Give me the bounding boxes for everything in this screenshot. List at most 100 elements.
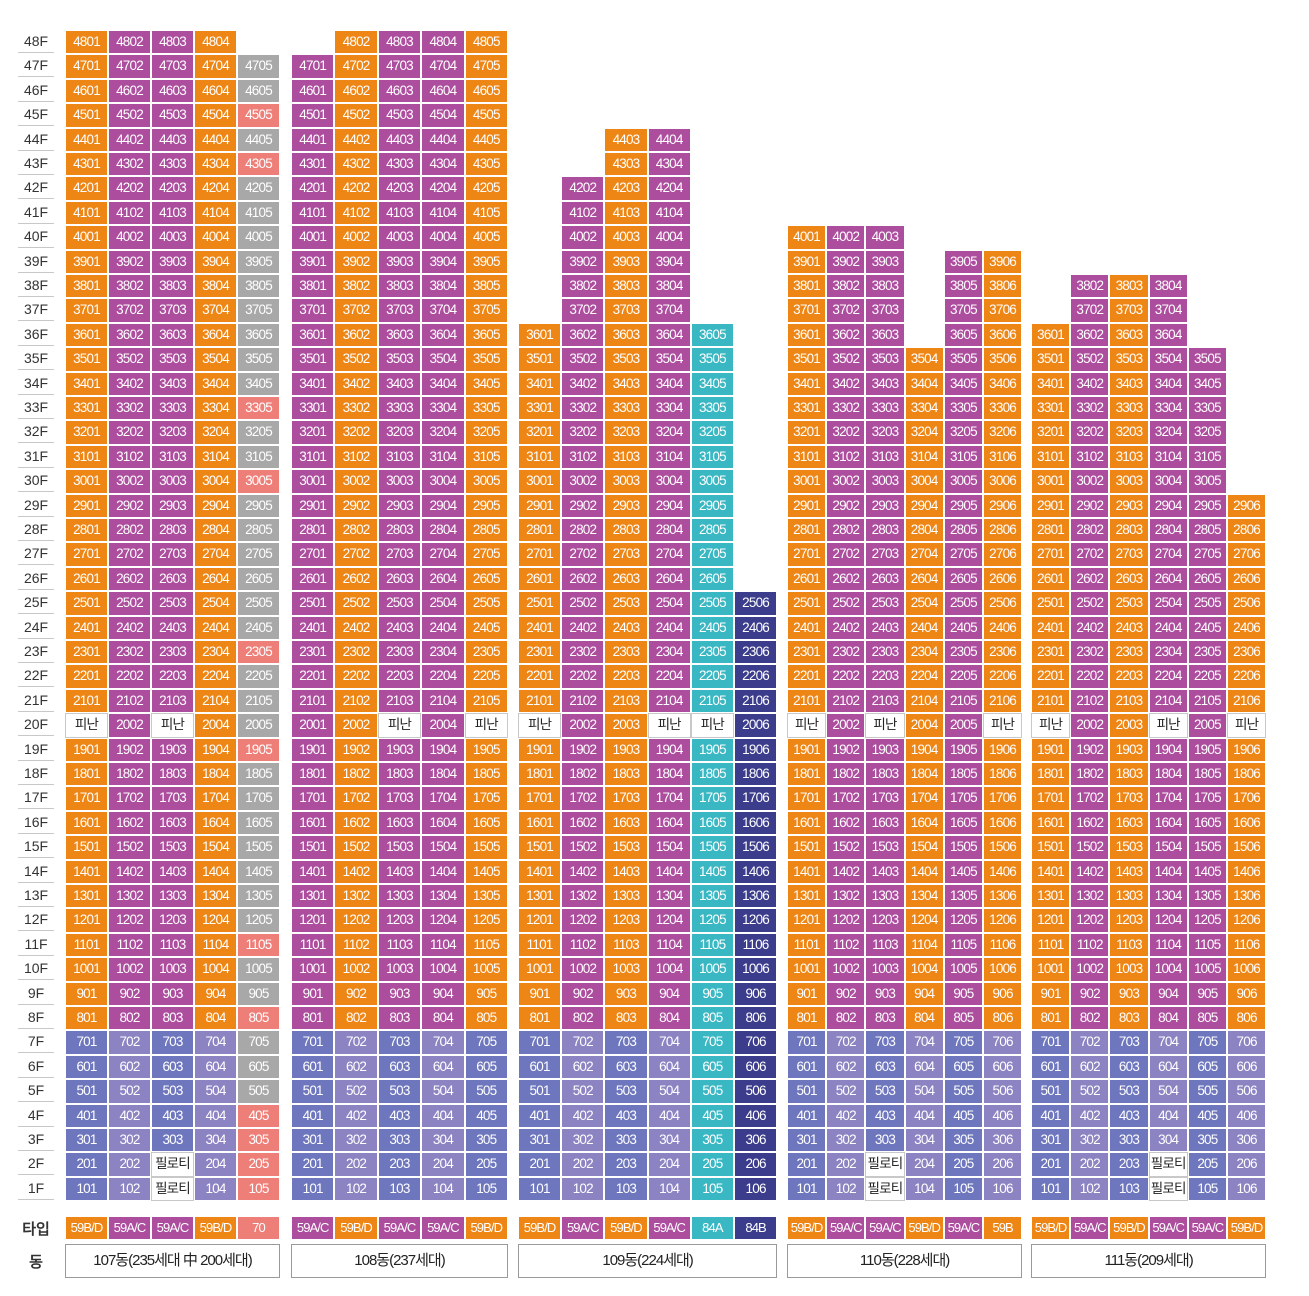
unit-cell: 1402: [334, 859, 378, 884]
unit-cell: 205: [690, 1152, 734, 1177]
unit-cell: 1706: [1227, 786, 1267, 811]
unit-cell: 4104: [421, 200, 465, 226]
unit-cell: 1704: [421, 786, 465, 811]
unit-cell: 2604: [647, 566, 691, 592]
unit-type-cell: 59A/C: [291, 1216, 335, 1240]
unit-cell: 3602: [561, 322, 605, 348]
unit-cell: 2502: [334, 591, 378, 616]
unit-cell: 3105: [1187, 444, 1227, 470]
unit-cell: 2903: [1109, 493, 1149, 518]
unit-cell: 4304: [421, 152, 465, 177]
unit-cell: 1805: [237, 762, 280, 787]
unit-cell: 902: [826, 981, 866, 1006]
unit-cell: 505: [943, 1079, 983, 1104]
floor-label: 48F: [18, 30, 54, 53]
unit-cell: 3902: [826, 249, 866, 274]
unit-cell: 1403: [604, 859, 648, 884]
unit-cell: 1706: [734, 786, 778, 811]
floor-label: 3F: [18, 1128, 54, 1151]
unit-cell: 1002: [826, 957, 866, 982]
unit-cell: 1701: [291, 786, 335, 811]
unit-cell: 3702: [334, 298, 378, 323]
unit-cell: 1304: [421, 884, 465, 909]
unit-cell: 3304: [904, 396, 944, 421]
unit-cell: 2305: [1187, 640, 1227, 665]
unit-cell: 1403: [377, 859, 422, 884]
unit-cell: 305: [464, 1128, 508, 1153]
unit-cell: 405: [237, 1103, 280, 1128]
unit-cell: 3401: [291, 371, 335, 396]
unit-cell: 602: [561, 1054, 605, 1080]
unit-cell: 3305: [464, 396, 508, 421]
unit-cell: 1803: [865, 762, 905, 787]
unit-cell: 1502: [561, 835, 605, 860]
unit-cell: 2602: [561, 566, 605, 592]
unit-cell: 2803: [865, 518, 905, 543]
unit-cell: 606: [1227, 1054, 1267, 1080]
unit-cell: 4103: [377, 200, 422, 226]
unit-cell: 1004: [1148, 957, 1188, 982]
unit-cell: 1201: [291, 908, 335, 933]
floor-label: 42F: [18, 176, 54, 200]
unit-cell: 2705: [690, 542, 734, 567]
unit-cell: 1504: [421, 835, 465, 860]
unit-cell: 3203: [377, 420, 422, 445]
unit-cell: 2404: [1148, 615, 1188, 640]
unit-cell: 2301: [518, 640, 562, 665]
unit-cell: 2203: [377, 664, 422, 689]
unit-cell: 1506: [734, 835, 778, 860]
unit-cell: 4604: [194, 78, 237, 104]
unit-cell: 1702: [1070, 786, 1110, 811]
unit-cell: 3305: [943, 396, 983, 421]
unit-cell: 1902: [561, 737, 605, 762]
unit-cell: 203: [377, 1152, 422, 1177]
unit-cell: 3305: [1187, 396, 1227, 421]
unit-cell: 3703: [865, 298, 905, 323]
unit-cell: 4005: [237, 225, 280, 250]
unit-cell: 705: [237, 1030, 280, 1055]
unit-cell: 3204: [421, 420, 465, 445]
unit-cell: 105: [237, 1176, 280, 1202]
unit-cell: 2604: [421, 566, 465, 592]
unit-cell: 1202: [108, 908, 151, 933]
unit-cell: 1303: [865, 884, 905, 909]
piloti-cell: 필로티: [865, 1152, 905, 1177]
unit-cell: 404: [1148, 1103, 1188, 1128]
unit-cell: 1104: [904, 932, 944, 958]
unit-cell: 701: [291, 1030, 335, 1055]
unit-cell: 3001: [291, 469, 335, 494]
unit-cell: 1702: [561, 786, 605, 811]
unit-cell: 3301: [65, 396, 108, 421]
unit-cell: 106: [983, 1176, 1023, 1202]
unit-cell: 3802: [826, 274, 866, 299]
unit-cell: 3705: [943, 298, 983, 323]
unit-cell: 2403: [865, 615, 905, 640]
unit-cell: 1705: [1187, 786, 1227, 811]
unit-cell: 1205: [943, 908, 983, 933]
unit-cell: 1903: [604, 737, 648, 762]
unit-cell: 2701: [787, 542, 827, 567]
unit-cell: 4704: [194, 54, 237, 79]
unit-cell: 2802: [561, 518, 605, 543]
floor-label: 13F: [18, 884, 54, 907]
unit-cell: 4504: [194, 103, 237, 128]
unit-cell: 3604: [421, 322, 465, 348]
unit-cell: 1006: [734, 957, 778, 982]
unit-cell: 2402: [561, 615, 605, 640]
unit-cell: 3901: [291, 249, 335, 274]
unit-cell: 3903: [604, 249, 648, 274]
unit-cell: 1201: [1031, 908, 1071, 933]
unit-cell: 3904: [194, 249, 237, 274]
unit-cell: 1404: [194, 859, 237, 884]
unit-cell: 702: [826, 1030, 866, 1055]
unit-cell: 3303: [604, 396, 648, 421]
building-label: 111동(209세대): [1031, 1244, 1267, 1278]
unit-cell: 1106: [983, 932, 1023, 958]
unit-cell: 1006: [983, 957, 1023, 982]
unit-cell: 3104: [1148, 444, 1188, 470]
unit-cell: 1503: [1109, 835, 1149, 860]
unit-cell: 706: [734, 1030, 778, 1055]
unit-cell: 3203: [865, 420, 905, 445]
unit-cell: 4005: [464, 225, 508, 250]
unit-cell: 3404: [194, 371, 237, 396]
